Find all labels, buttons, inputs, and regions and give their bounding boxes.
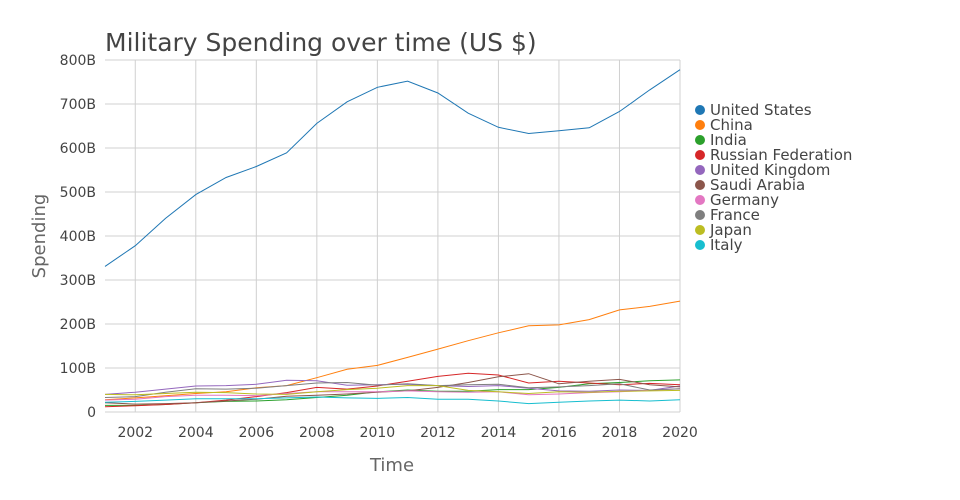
x-tick-label: 2018 xyxy=(602,425,638,441)
legend-label: United States xyxy=(710,101,812,119)
series-line-japan[interactable] xyxy=(104,385,681,396)
x-tick-label: 2006 xyxy=(238,425,274,441)
series-line-united-states[interactable] xyxy=(104,69,681,267)
series-line-germany[interactable] xyxy=(104,388,681,401)
y-axis-title: Spending xyxy=(29,194,50,279)
y-tick-label: 500B xyxy=(60,185,96,201)
legend-marker xyxy=(695,225,705,235)
x-tick-label: 2020 xyxy=(662,425,698,441)
legend-marker xyxy=(695,195,705,205)
y-tick-label: 800B xyxy=(60,53,96,69)
x-axis-title: Time xyxy=(369,455,414,476)
legend-item[interactable]: India xyxy=(695,131,747,149)
legend-label: United Kingdom xyxy=(710,161,830,179)
x-axis-ticks: 2002 2004 2006 2008 2010 2012 2014 2016 2018 2020 xyxy=(117,425,697,441)
series-line-russian-federation[interactable] xyxy=(104,372,681,408)
series-line-italy[interactable] xyxy=(104,396,681,405)
x-tick-label: 2012 xyxy=(420,425,456,441)
y-tick-label: 0 xyxy=(87,405,96,421)
legend-item[interactable]: United Kingdom xyxy=(695,161,830,179)
legend-label: India xyxy=(710,131,747,149)
legend-label: Russian Federation xyxy=(710,146,852,164)
legend-item[interactable]: United States xyxy=(695,101,812,119)
legend-label: China xyxy=(710,116,753,134)
legend-marker xyxy=(695,240,705,250)
series-line-china[interactable] xyxy=(104,300,681,401)
legend-label: France xyxy=(710,206,760,224)
y-axis-ticks: 0 100B 200B 300B 400B 500B 600B 700B 800B xyxy=(60,53,96,421)
x-tick-label: 2010 xyxy=(360,425,396,441)
legend-item[interactable]: Italy xyxy=(695,236,743,254)
x-tick-label: 2002 xyxy=(117,425,153,441)
legend-label: Saudi Arabia xyxy=(710,176,805,194)
legend-item[interactable]: France xyxy=(695,206,760,224)
legend-item[interactable]: Saudi Arabia xyxy=(695,176,805,194)
legend-label: Italy xyxy=(710,236,743,254)
chart-title: Military Spending over time (US $) xyxy=(105,28,537,57)
legend-item[interactable]: Japan xyxy=(695,221,752,239)
legend-marker xyxy=(695,105,705,115)
y-tick-label: 300B xyxy=(60,273,96,289)
legend-label: Japan xyxy=(709,221,752,239)
legend-label: Germany xyxy=(710,191,779,209)
legend-marker xyxy=(695,135,705,145)
plot-area xyxy=(104,69,681,408)
legend-marker xyxy=(695,210,705,220)
x-tick-label: 2016 xyxy=(541,425,577,441)
legend-item[interactable]: Germany xyxy=(695,191,779,209)
y-tick-label: 700B xyxy=(60,97,96,113)
x-tick-label: 2014 xyxy=(481,425,517,441)
gridlines xyxy=(105,59,681,413)
x-tick-label: 2004 xyxy=(178,425,214,441)
y-tick-label: 600B xyxy=(60,141,96,157)
x-tick-label: 2008 xyxy=(299,425,335,441)
series-line-france[interactable] xyxy=(104,381,681,398)
y-tick-label: 400B xyxy=(60,229,96,245)
legend-marker xyxy=(695,150,705,160)
legend-marker xyxy=(695,165,705,175)
y-tick-label: 100B xyxy=(60,361,96,377)
y-tick-label: 200B xyxy=(60,317,96,333)
legend-marker xyxy=(695,180,705,190)
legend-item[interactable]: China xyxy=(695,116,753,134)
legend-item[interactable]: Russian Federation xyxy=(695,146,852,164)
legend-marker xyxy=(695,120,705,130)
